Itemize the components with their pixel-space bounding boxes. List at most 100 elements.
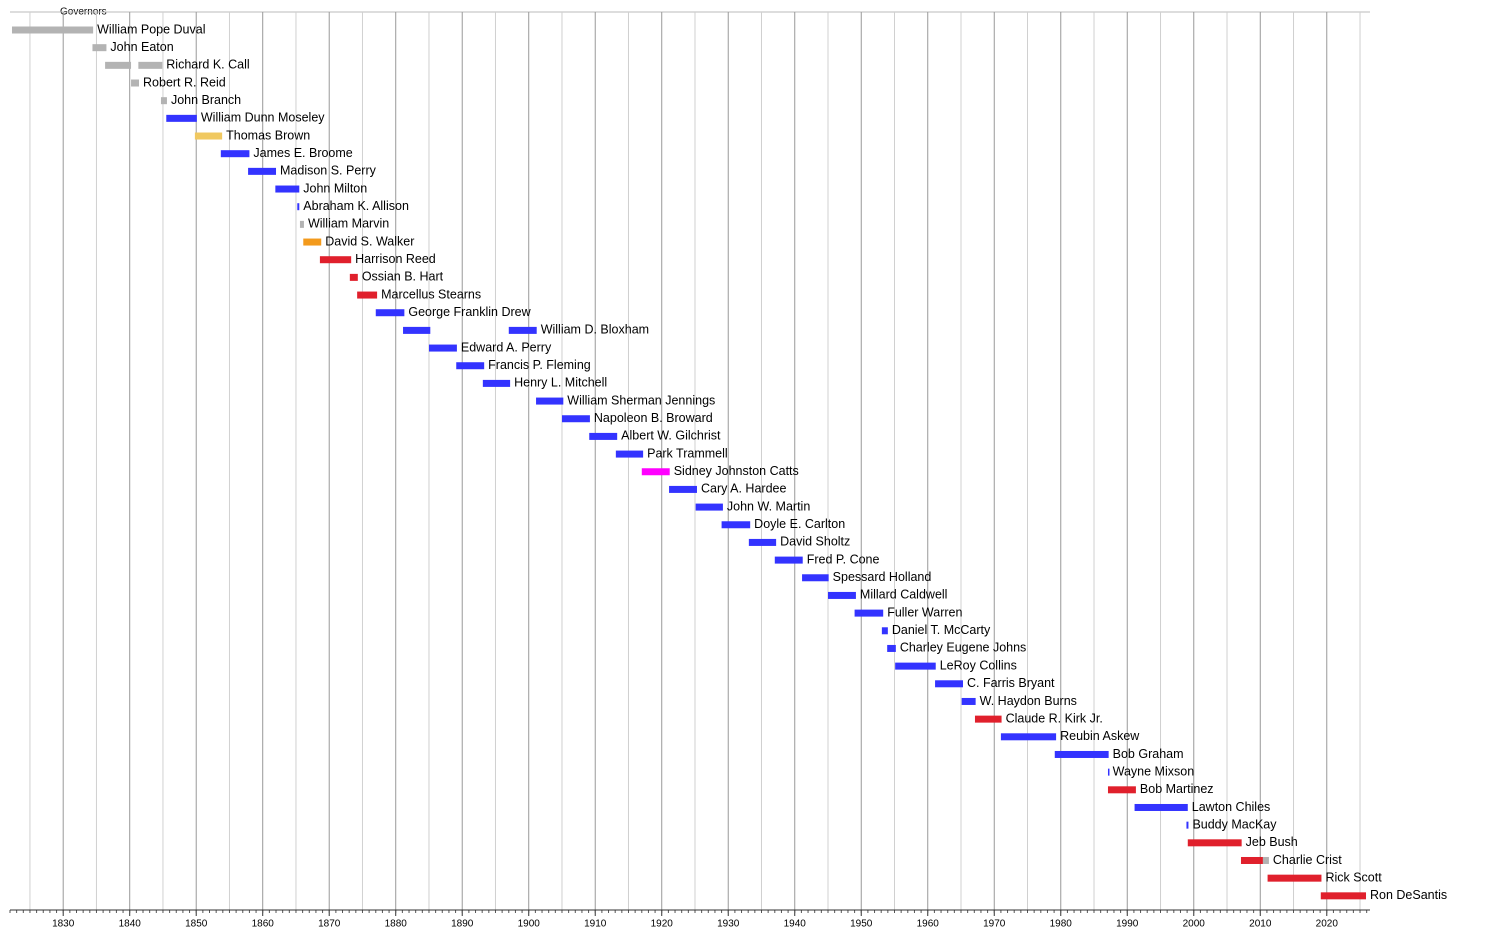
term-bar (536, 397, 564, 405)
x-tick-label: 1940 (784, 919, 807, 929)
governor-label: John Eaton (110, 40, 173, 54)
governor-label: Ron DeSantis (1370, 888, 1447, 902)
term-bar (615, 450, 644, 458)
term-bar (1186, 821, 1189, 829)
governor-label: Bob Graham (1113, 747, 1184, 761)
x-tick-label: 1920 (651, 919, 674, 929)
term-bar (92, 44, 107, 52)
governor-label: Reubin Askew (1060, 729, 1140, 743)
term-bar (303, 238, 322, 246)
term-bar (854, 609, 884, 617)
term-bar (105, 61, 132, 69)
x-tick-label: 1840 (119, 919, 142, 929)
term-bar (641, 468, 670, 476)
term-bar (561, 415, 590, 423)
x-tick-label: 2020 (1316, 919, 1339, 929)
term-bar (428, 344, 457, 352)
governor-label: Abraham K. Allison (303, 199, 409, 213)
governor-label: Robert R. Reid (143, 75, 226, 89)
term-bar (349, 273, 358, 281)
x-tick-label: 1900 (518, 919, 541, 929)
term-bar (827, 591, 856, 599)
governor-label: Wayne Mixson (1113, 764, 1195, 778)
term-bar (508, 326, 537, 334)
term-bar (138, 61, 163, 69)
term-bar (456, 362, 485, 370)
term-bar (887, 644, 896, 652)
term-bar (319, 256, 352, 264)
x-tick-label: 1890 (451, 919, 474, 929)
term-bar (961, 697, 976, 705)
governor-label: Francis P. Fleming (488, 358, 591, 372)
governor-label: W. Haydon Burns (980, 694, 1077, 708)
term-bar (403, 326, 431, 334)
governor-label: Claude R. Kirk Jr. (1006, 711, 1103, 725)
term-bar (131, 79, 140, 87)
term-bar (1134, 803, 1188, 811)
governor-label: George Franklin Drew (408, 305, 531, 319)
term-bar (248, 167, 277, 175)
governor-label: Henry L. Mitchell (514, 376, 607, 390)
governor-label: Ossian B. Hart (362, 270, 444, 284)
term-bar (881, 627, 888, 635)
governor-label: William Pope Duval (97, 22, 205, 36)
term-bar (1107, 786, 1136, 794)
x-tick-label: 2000 (1183, 919, 1206, 929)
term-bar (1267, 874, 1322, 882)
x-tick-label: 1950 (850, 919, 873, 929)
governor-label: William D. Bloxham (541, 323, 649, 337)
governor-label: William Dunn Moseley (201, 111, 325, 125)
governor-label: Thomas Brown (226, 128, 310, 142)
governor-label: Harrison Reed (355, 252, 436, 266)
x-tick-label: 1850 (185, 919, 208, 929)
x-tick-label: 1860 (252, 919, 275, 929)
term-bar (357, 291, 378, 299)
governor-label: Richard K. Call (166, 58, 249, 72)
governor-label: Fuller Warren (887, 605, 962, 619)
term-bar (299, 220, 304, 228)
term-bar (774, 556, 803, 564)
x-tick-label: 1990 (1116, 919, 1139, 929)
governor-label: David S. Walker (325, 234, 414, 248)
term-bar (748, 538, 777, 546)
term-bar (695, 503, 723, 511)
governor-label: Rick Scott (1325, 870, 1382, 884)
governor-label: Daniel T. McCarty (892, 623, 991, 637)
x-tick-label: 1880 (385, 919, 408, 929)
governor-label: John Branch (171, 93, 241, 107)
governor-label: Albert W. Gilchrist (621, 429, 721, 443)
x-tick-label: 1960 (917, 919, 940, 929)
governor-label: David Sholtz (780, 535, 850, 549)
term-bar (589, 432, 618, 440)
term-bar (895, 662, 936, 670)
term-bar (1320, 892, 1367, 900)
governor-label: Lawton Chiles (1192, 800, 1271, 814)
x-tick-label: 1830 (52, 919, 75, 929)
term-bar (160, 97, 167, 105)
x-tick-label: 1870 (318, 919, 341, 929)
governor-label: John Milton (303, 181, 367, 195)
term-bar (1187, 839, 1242, 847)
governor-label: Marcellus Stearns (381, 287, 481, 301)
governor-label: Bob Martinez (1140, 782, 1214, 796)
term-bar (275, 185, 300, 193)
governor-label: Edward A. Perry (461, 340, 552, 354)
x-tick-label: 1980 (1050, 919, 1073, 929)
term-bar (1240, 856, 1263, 864)
x-tick-label: 1930 (717, 919, 740, 929)
governor-label: Spessard Holland (833, 570, 932, 584)
term-bar (974, 715, 1002, 723)
term-bar (669, 485, 697, 493)
term-bar (1000, 733, 1057, 741)
term-bar (375, 309, 405, 317)
governor-label: Madison S. Perry (280, 164, 377, 178)
term-bar (194, 132, 223, 140)
governor-label: Buddy MacKay (1192, 817, 1277, 831)
governor-label: Charlie Crist (1273, 853, 1342, 867)
governor-label: Doyle E. Carlton (754, 517, 845, 531)
governor-label: Jeb Bush (1246, 835, 1298, 849)
governor-label: C. Farris Bryant (967, 676, 1055, 690)
governor-label: John W. Martin (727, 499, 810, 513)
term-bar (482, 379, 511, 387)
